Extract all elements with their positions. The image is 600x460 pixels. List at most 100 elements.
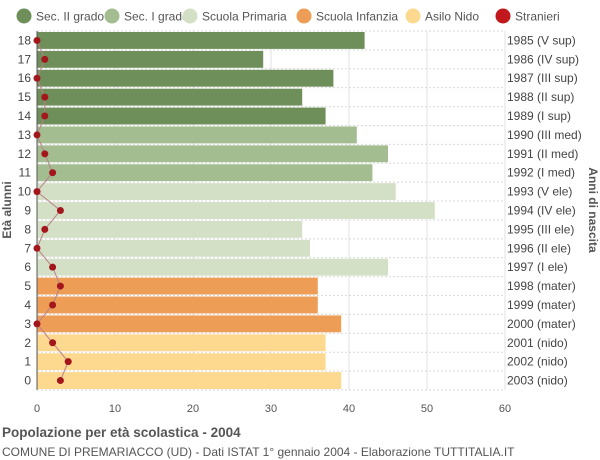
bar	[37, 258, 388, 276]
x-tick-label: 20	[187, 403, 199, 415]
x-tick-label: 40	[343, 403, 355, 415]
stranieri-point	[33, 244, 41, 252]
x-tick-label: 10	[109, 403, 121, 415]
bar	[37, 126, 357, 144]
legend-marker	[16, 8, 32, 24]
bar	[37, 69, 334, 87]
birth-label: 1991 (II med)	[507, 147, 578, 161]
legend-marker	[104, 8, 120, 24]
stranieri-point	[41, 112, 49, 120]
stranieri-point	[33, 74, 41, 82]
bar	[37, 32, 365, 49]
bar	[37, 164, 373, 182]
bar	[37, 88, 303, 106]
bar	[37, 277, 318, 295]
bar	[37, 145, 388, 163]
legend-label: Stranieri	[515, 10, 560, 24]
bar	[37, 334, 326, 352]
stranieri-point	[49, 339, 57, 347]
birth-label: 1999 (mater)	[507, 298, 576, 312]
birth-label: 1996 (II ele)	[507, 241, 571, 255]
age-label: 17	[18, 52, 32, 66]
stranieri-point	[49, 169, 57, 177]
age-label: 2	[24, 336, 31, 350]
legend-marker	[405, 8, 421, 24]
stranieri-point	[56, 377, 64, 385]
legend-label: Asilo Nido	[425, 10, 479, 24]
y-axis-title-left: Età alunni	[0, 181, 14, 238]
birth-label: 2001 (nido)	[507, 336, 568, 350]
bar	[37, 315, 342, 333]
age-label: 4	[24, 298, 31, 312]
chart: Sec. II grado Sec. I grado Scuola Primaria…	[0, 8, 600, 415]
x-tick-label: 30	[265, 403, 277, 415]
bar	[37, 50, 264, 68]
chart-title: Popolazione per età scolastica - 2004	[2, 425, 241, 440]
bar	[37, 220, 303, 238]
bar	[37, 296, 318, 314]
age-label: 1	[24, 355, 31, 369]
age-label: 0	[24, 374, 31, 388]
age-label: 3	[24, 317, 31, 331]
stranieri-point	[56, 282, 64, 290]
legend-label: Scuola Primaria	[202, 10, 287, 24]
stranieri-point	[41, 55, 49, 63]
age-label: 15	[18, 90, 32, 104]
stranieri-point	[56, 207, 64, 214]
stranieri-point	[64, 358, 72, 366]
birth-label: 1992 (I med)	[507, 166, 575, 180]
stranieri-point	[41, 225, 49, 233]
x-tick-label: 0	[34, 403, 40, 415]
birth-label: 1989 (I sup)	[507, 109, 571, 123]
age-label: 7	[24, 241, 31, 255]
age-label: 5	[24, 279, 31, 293]
legend-marker	[182, 8, 198, 24]
birth-label: 2002 (nido)	[507, 355, 568, 369]
age-label: 8	[24, 222, 31, 236]
legend-label: Scuola Infanzia	[316, 10, 398, 24]
y-axis-title-right: Anni di nascita	[586, 167, 600, 253]
birth-label: 2000 (mater)	[507, 317, 576, 331]
legend-marker	[495, 8, 511, 24]
age-label: 14	[18, 109, 32, 123]
birth-label: 1995 (III ele)	[507, 222, 574, 236]
bar	[37, 372, 342, 389]
birth-label: 1985 (V sup)	[507, 33, 576, 47]
bar	[37, 107, 326, 125]
birth-label: 1994 (IV ele)	[507, 204, 576, 218]
x-tick-label: 50	[421, 403, 433, 415]
age-label: 12	[18, 147, 32, 161]
legend-label: Sec. II grado	[36, 10, 104, 24]
stranieri-point	[49, 301, 57, 309]
age-label: 18	[18, 33, 32, 47]
age-label: 13	[18, 128, 32, 142]
x-tick-label: 60	[499, 403, 511, 415]
stranieri-point	[33, 36, 41, 44]
stranieri-point	[41, 150, 49, 158]
stranieri-point	[33, 131, 41, 139]
birth-label: 1998 (mater)	[507, 279, 576, 293]
bar	[37, 353, 326, 371]
chart-subtitle: COMUNE DI PREMARIACCO (UD) - Dati ISTAT …	[2, 445, 515, 459]
age-label: 10	[18, 185, 32, 199]
age-label: 16	[18, 71, 32, 85]
legend-label: Sec. I grado	[124, 10, 189, 24]
stranieri-point	[33, 188, 41, 196]
birth-label: 2003 (nido)	[507, 374, 568, 388]
legend-marker	[296, 8, 312, 24]
birth-label: 1997 (I ele)	[507, 260, 568, 274]
stranieri-point	[49, 263, 57, 271]
bar	[37, 183, 396, 201]
stranieri-point	[33, 320, 41, 328]
age-label: 11	[19, 166, 32, 180]
birth-label: 1987 (III sup)	[507, 71, 578, 85]
birth-label: 1988 (II sup)	[507, 90, 574, 104]
birth-label: 1986 (IV sup)	[507, 52, 579, 66]
bar	[37, 202, 435, 219]
stranieri-point	[41, 93, 49, 101]
birth-label: 1993 (V ele)	[507, 185, 572, 199]
bar	[37, 239, 310, 257]
birth-label: 1990 (III med)	[507, 128, 582, 142]
age-label: 9	[24, 204, 31, 218]
age-label: 6	[24, 260, 31, 274]
